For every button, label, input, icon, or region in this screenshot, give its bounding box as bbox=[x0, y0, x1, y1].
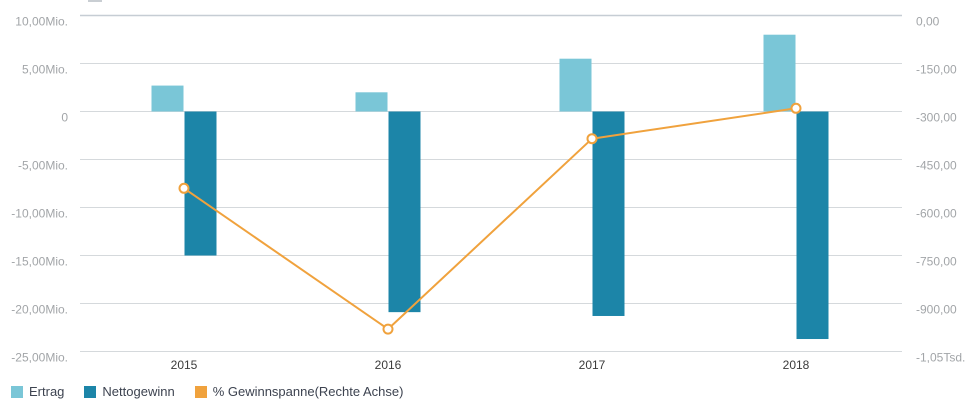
bar-ertrag-2015[interactable] bbox=[151, 85, 184, 112]
bar-ertrag-2017[interactable] bbox=[559, 58, 592, 112]
bar-nettogewinn-2017[interactable] bbox=[592, 111, 625, 316]
right-axis-tick-label: -1,05Tsd. bbox=[916, 351, 965, 365]
right-axis-tick-label: 0,00 bbox=[916, 15, 940, 29]
left-axis-tick-label: 0 bbox=[61, 111, 68, 125]
bar-ertrag-2016[interactable] bbox=[355, 92, 388, 112]
legend-swatch-icon bbox=[84, 386, 97, 398]
x-axis-label-2018: 2018 bbox=[783, 358, 810, 372]
x-axis-label-2016: 2016 bbox=[375, 358, 402, 372]
profit-margin-line[interactable] bbox=[183, 107, 797, 331]
legend-label: Nettogewinn bbox=[102, 384, 175, 399]
bar-series bbox=[151, 34, 829, 340]
left-axis: 10,00Mio. 5,00Mio. 0 -5,00Mio. -10,00Mio. -15… bbox=[11, 15, 68, 365]
left-axis-tick-label: -10,00Mio. bbox=[11, 207, 68, 221]
combo-chart[interactable]: 10,00Mio. 5,00Mio. 0 -5,00Mio. -10,00Mio. -15… bbox=[0, 0, 967, 380]
bar-ertrag-2018[interactable] bbox=[763, 34, 796, 112]
x-axis-label-2017: 2017 bbox=[579, 358, 606, 372]
line-marker-2018[interactable] bbox=[790, 102, 802, 114]
right-axis-tick-label: -450,00 bbox=[916, 159, 957, 173]
right-axis-tick-label: -600,00 bbox=[916, 207, 957, 221]
legend-item[interactable]: % Gewinnspanne(Rechte Achse) bbox=[194, 384, 404, 399]
left-axis-tick-label: -5,00Mio. bbox=[18, 159, 68, 173]
line-marker-2015[interactable] bbox=[178, 182, 190, 194]
plot-top-edge-mark bbox=[88, 0, 102, 2]
legend-label: % Gewinnspanne(Rechte Achse) bbox=[212, 384, 404, 399]
left-axis-tick-label: 5,00Mio. bbox=[22, 63, 68, 77]
bar-nettogewinn-2018[interactable] bbox=[796, 111, 829, 340]
bar-nettogewinn-2015[interactable] bbox=[184, 111, 217, 256]
line-series bbox=[178, 102, 802, 335]
right-axis-tick-label: -150,00 bbox=[916, 63, 957, 77]
legend-label: Ertrag bbox=[29, 384, 65, 399]
x-axis-label-2015: 2015 bbox=[171, 358, 198, 372]
legend-swatch-icon bbox=[194, 386, 207, 398]
right-axis-tick-label: -300,00 bbox=[916, 111, 957, 125]
right-axis-tick-label: -900,00 bbox=[916, 303, 957, 317]
legend-swatch-icon bbox=[11, 386, 23, 398]
x-axis: 2015 2016 2017 2018 bbox=[171, 358, 810, 372]
line-marker-2017[interactable] bbox=[586, 133, 598, 145]
left-axis-tick-label: -25,00Mio. bbox=[11, 351, 68, 365]
bar-nettogewinn-2016[interactable] bbox=[388, 111, 421, 313]
legend-item[interactable]: Ertrag bbox=[11, 385, 64, 399]
left-axis-tick-label: -15,00Mio. bbox=[11, 255, 68, 269]
legend: Ertrag Nettogewinn % Gewinnspanne(Rechte… bbox=[11, 385, 403, 399]
left-axis-tick-label: -20,00Mio. bbox=[11, 303, 68, 317]
right-axis-tick-label: -750,00 bbox=[916, 255, 957, 269]
right-axis: 0,00 -150,00 -300,00 -450,00 -600,00 -750,00 -… bbox=[916, 15, 965, 365]
left-axis-tick-label: 10,00Mio. bbox=[15, 15, 68, 29]
gridlines bbox=[80, 14, 902, 352]
legend-item[interactable]: Nettogewinn bbox=[84, 384, 175, 399]
line-marker-2016[interactable] bbox=[382, 323, 394, 335]
